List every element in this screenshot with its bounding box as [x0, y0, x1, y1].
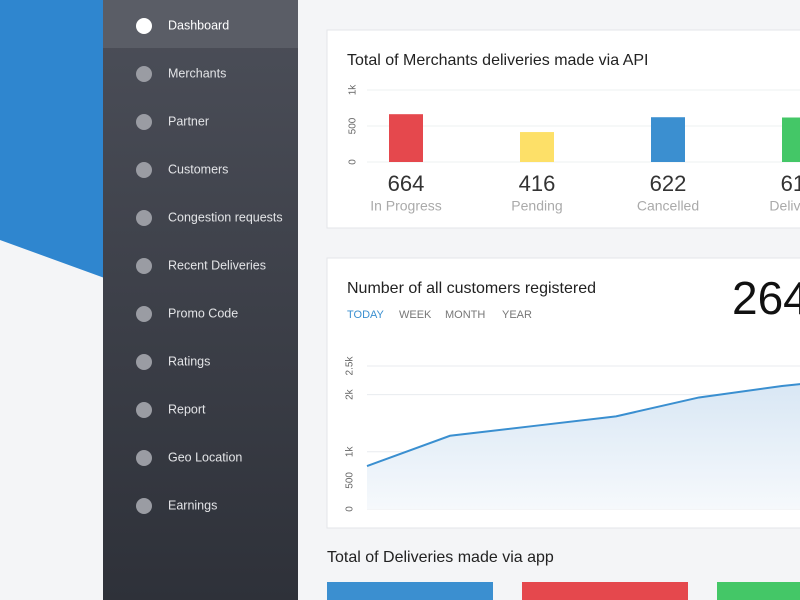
category-label: Cancelled — [637, 198, 699, 214]
tab[interactable]: TODAY — [347, 309, 385, 321]
tile[interactable] — [717, 582, 800, 600]
menu-label: Congestion requests — [168, 210, 283, 224]
background-shape — [0, 0, 110, 280]
menu-label: Recent Deliveries — [168, 258, 266, 272]
tab[interactable]: MONTH — [445, 309, 485, 321]
category-label: In Progress — [370, 198, 442, 214]
menu-label: Report — [168, 402, 206, 416]
menu-label: Partner — [168, 114, 209, 128]
value-label: 618 — [781, 171, 800, 196]
bar — [389, 114, 423, 162]
menu-label: Customers — [168, 162, 228, 176]
card-title: Total of Merchants deliveries made via A… — [347, 52, 648, 69]
menu-icon — [136, 66, 152, 82]
menu-icon — [136, 18, 152, 34]
bar — [651, 117, 685, 162]
y-tick-label: 0 — [345, 506, 356, 512]
total-number: 264 — [732, 272, 800, 324]
menu-icon — [136, 210, 152, 226]
value-label: 622 — [650, 171, 687, 196]
menu-icon — [136, 306, 152, 322]
sidebar-active — [103, 0, 298, 48]
bar — [520, 132, 554, 162]
tile[interactable] — [327, 582, 493, 600]
y-tick-label: 500 — [348, 117, 359, 134]
menu-icon — [136, 162, 152, 178]
category-label: Pending — [511, 198, 562, 214]
tab[interactable]: WEEK — [399, 309, 432, 321]
menu-icon — [136, 354, 152, 370]
menu-icon — [136, 402, 152, 418]
y-tick-label: 2k — [345, 388, 356, 400]
section-title: Total of Deliveries made via app — [327, 549, 554, 566]
menu-label: Ratings — [168, 354, 210, 368]
y-tick-label: 0 — [348, 159, 359, 165]
line — [366, 383, 800, 468]
sidebar — [103, 0, 298, 600]
tile[interactable] — [522, 582, 688, 600]
menu-icon — [136, 258, 152, 274]
y-tick-label: 2.5k — [345, 356, 356, 376]
area — [367, 384, 800, 509]
menu-icon — [136, 114, 152, 130]
menu-icon — [136, 450, 152, 466]
menu-label: Earnings — [168, 498, 217, 512]
value-label: 416 — [519, 171, 556, 196]
menu-icon — [136, 498, 152, 514]
y-tick-label: 1k — [345, 446, 356, 458]
category-label: Delivered — [769, 198, 800, 214]
bar — [782, 117, 800, 162]
menu-label: Dashboard — [168, 18, 229, 32]
tab[interactable]: YEAR — [502, 309, 532, 321]
menu-label: Merchants — [168, 66, 226, 80]
menu-label: Geo Location — [168, 450, 242, 464]
menu-label: Promo Code — [168, 306, 238, 320]
y-tick-label: 500 — [345, 472, 356, 489]
value-label: 664 — [388, 171, 425, 196]
y-tick-label: 1k — [348, 84, 359, 96]
card-title: Number of all customers registered — [347, 280, 596, 297]
